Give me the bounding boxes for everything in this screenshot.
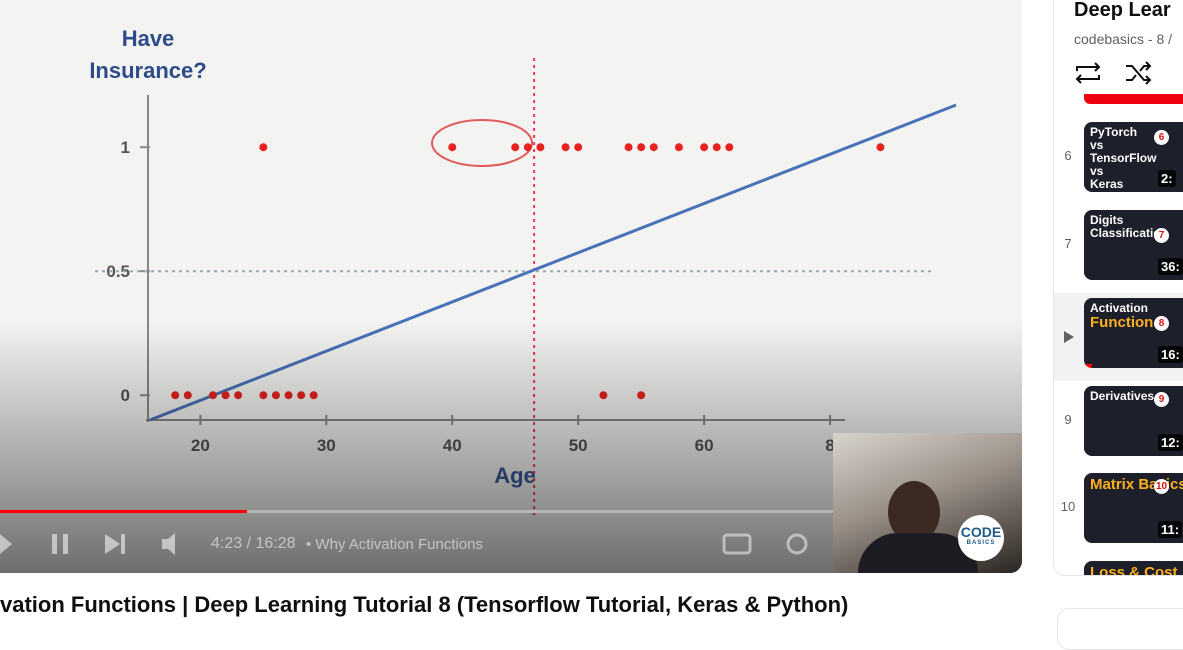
thumb-text: Loss & Cost: [1090, 564, 1178, 576]
highlight-ellipse: [431, 119, 533, 167]
data-point: [700, 143, 709, 152]
thumb-progress: [1084, 364, 1092, 368]
thumb-text: Classification: [1090, 226, 1169, 240]
playlist-panel: Deep Lear codebasics - 8 / 6 PyTorch vs Ten…: [1053, 0, 1183, 576]
watermark-subtext: BASICS: [966, 540, 996, 546]
data-point: [637, 143, 646, 152]
item-index: 7: [1064, 236, 1072, 251]
thumb-badge: 7: [1154, 228, 1169, 243]
data-point: [523, 143, 532, 152]
data-point: [536, 143, 545, 152]
data-point: [725, 143, 734, 152]
next-card: [1057, 608, 1183, 650]
chapter-title[interactable]: • Why Activation Functions: [306, 536, 483, 553]
item-index: 6: [1064, 148, 1072, 163]
item-thumbnail: Loss & Cost: [1084, 561, 1183, 576]
thumb-text: Function: [1090, 314, 1154, 331]
item-thumbnail: PyTorch vs TensorFlow vs Keras 6 2:: [1084, 122, 1183, 192]
data-point: [876, 143, 885, 152]
data-point: [259, 143, 268, 152]
playlist-actions: [1075, 61, 1152, 85]
item-thumbnail: Derivatives 9 12:: [1084, 386, 1183, 456]
shuffle-button[interactable]: [1126, 61, 1152, 85]
data-point: [511, 143, 520, 152]
pause-bar: [63, 534, 68, 554]
thumb-text: vs: [1090, 164, 1104, 178]
item-index: 10: [1060, 499, 1076, 514]
next-button[interactable]: [105, 534, 120, 554]
data-point: [674, 143, 683, 152]
thumb-badge: 8: [1154, 316, 1169, 331]
next-bar: [121, 534, 125, 554]
thumb-badge: 6: [1154, 130, 1169, 145]
thumb-text: Keras: [1090, 177, 1124, 191]
thumb-duration: 16:: [1158, 346, 1183, 363]
y-tick-label: 1: [121, 138, 130, 157]
progress-played: [0, 510, 247, 513]
time-display: 4:23 / 16:28: [211, 535, 296, 552]
data-point: [624, 143, 633, 152]
y-axis-label: Have: [122, 26, 175, 51]
previous-button[interactable]: [0, 534, 12, 554]
control-icons: [0, 533, 175, 555]
play-triangle: [1064, 331, 1074, 343]
channel-watermark[interactable]: CODE BASICS: [958, 515, 1004, 561]
y-axis-label: Insurance?: [89, 58, 206, 83]
data-point: [574, 143, 583, 152]
pause-button[interactable]: [52, 534, 57, 554]
thumb-duration: 12:: [1158, 434, 1183, 451]
item-thumbnail: Digits Classification 7 36:: [1084, 210, 1183, 280]
thumb-duration: 36:: [1158, 258, 1183, 275]
thumb-badge: 10: [1154, 479, 1169, 494]
item-thumbnail: Activation Function 8 16:: [1084, 298, 1183, 368]
captions-button[interactable]: [722, 533, 752, 555]
presenter-head: [888, 481, 940, 543]
item-index: 9: [1064, 412, 1072, 427]
thumb-text: TensorFlow: [1090, 151, 1157, 165]
playlist-item[interactable]: 6 PyTorch vs TensorFlow vs Keras 6 2:: [1054, 117, 1183, 205]
thumb-duration: 11:: [1158, 521, 1183, 538]
thumb-text: Activation: [1090, 301, 1149, 315]
thumb-duration: 2:: [1158, 170, 1176, 187]
progress-track[interactable]: [0, 510, 1022, 513]
loop-button[interactable]: [1075, 62, 1101, 84]
playlist-item[interactable]: Activation Function 8 16:: [1054, 293, 1183, 381]
now-playing-icon: [1064, 331, 1074, 343]
playlist-title[interactable]: Deep Lear: [1074, 0, 1171, 21]
data-point: [448, 143, 457, 152]
playlist-item[interactable]: 7 Digits Classification 7 36:: [1054, 205, 1183, 293]
thumb-text: Digits: [1090, 213, 1124, 227]
playlist-subtitle: codebasics - 8 /: [1074, 31, 1173, 47]
data-point: [649, 143, 658, 152]
settings-button[interactable]: [786, 533, 808, 555]
data-point: [712, 143, 721, 152]
playlist-item[interactable]: 9 Derivatives 9 12:: [1054, 381, 1183, 469]
thumb-badge: 9: [1154, 392, 1169, 407]
item-thumbnail: Matrix Basics 10 11:: [1084, 473, 1183, 543]
volume-button[interactable]: [162, 533, 175, 555]
playlist-item[interactable]: 10 Matrix Basics 10 11:: [1054, 468, 1183, 556]
data-point: [561, 143, 570, 152]
thumb-text: Derivatives: [1090, 389, 1155, 403]
video-title: vation Functions | Deep Learning Tutoria…: [0, 592, 849, 617]
thumb-text: PyTorch: [1090, 125, 1138, 139]
playlist-item[interactable]: Loss & Cost: [1054, 556, 1183, 576]
previous-thumb-edge: [1084, 94, 1183, 104]
watermark-text: CODE: [960, 524, 1002, 540]
thumb-text: vs: [1090, 138, 1104, 152]
